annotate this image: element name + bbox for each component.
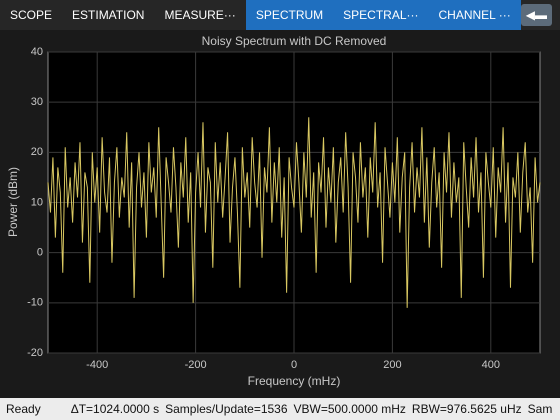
x-axis-label: Frequency (mHz) xyxy=(248,374,341,388)
x-tick-label: 400 xyxy=(482,359,500,371)
tab[interactable]: SPECTRUM xyxy=(245,0,334,30)
y-tick-label: -10 xyxy=(27,297,43,309)
y-tick-label: 40 xyxy=(31,46,43,58)
collapse-button[interactable]: ◀▬ xyxy=(520,4,552,26)
y-tick-label: 10 xyxy=(31,196,43,208)
y-tick-label: 30 xyxy=(31,96,43,108)
x-tick-label: 0 xyxy=(291,359,297,371)
x-tick-label: 200 xyxy=(383,359,401,371)
series-line xyxy=(47,117,541,308)
chart: Noisy Spectrum with DC Removed Frequency… xyxy=(0,30,560,398)
tab[interactable]: SPECTRAL··· xyxy=(333,0,429,30)
status-item: Ready xyxy=(6,402,41,416)
tab[interactable]: MEASURE··· xyxy=(164,8,236,22)
y-tick-label: 0 xyxy=(37,247,43,259)
tab[interactable]: ESTIMATION xyxy=(72,8,145,22)
chart-title: Noisy Spectrum with DC Removed xyxy=(202,34,387,48)
y-tick-label: 20 xyxy=(31,146,43,158)
y-tick-label: -20 xyxy=(27,347,43,359)
status-item: Sam xyxy=(527,402,553,416)
toolbar: SCOPE ESTIMATION MEASURE··· SPECTRUM SPECTRA… xyxy=(0,0,560,30)
status-item: Samples/Update=1536 xyxy=(165,402,288,416)
status-item: VBW=500.0000 mHz xyxy=(293,402,406,416)
status-item: ΔT=1024.0000 s xyxy=(70,402,160,416)
status-bar: Ready ΔT=1024.0000 s Samples/Update=1536 VB… xyxy=(0,398,560,420)
x-tick-label: -400 xyxy=(86,359,108,371)
y-axis-label: Power (dBm) xyxy=(6,167,20,237)
tab[interactable]: CHANNEL ··· xyxy=(428,0,521,30)
x-tick-label: -200 xyxy=(185,359,207,371)
tab[interactable]: SCOPE xyxy=(10,8,53,22)
status-item: RBW=976.5625 uHz xyxy=(411,402,522,416)
